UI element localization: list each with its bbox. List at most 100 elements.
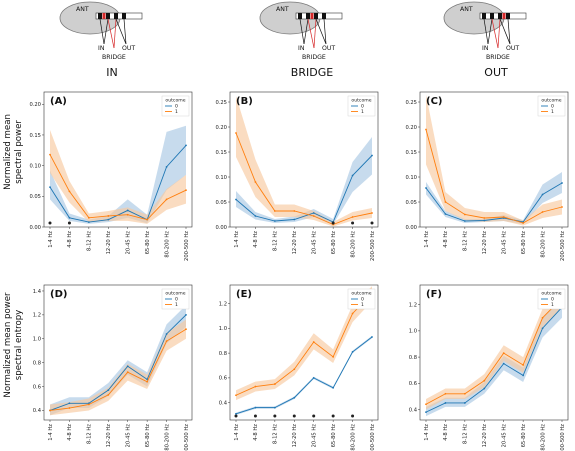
- wire: [483, 18, 489, 45]
- x-tick-label: 1-4 Hz: [48, 424, 54, 441]
- data-point: [235, 394, 237, 397]
- x-tick-label: 65-80 Hz: [331, 231, 337, 255]
- data-point: [68, 190, 71, 193]
- panel-label: (E): [236, 289, 252, 300]
- series-line-1: [425, 129, 563, 224]
- x-tick-label: 4-8 Hz: [443, 424, 449, 441]
- ant-label: ANT: [460, 6, 473, 13]
- y-tick-label: 1.2: [409, 302, 417, 308]
- data-point: [332, 355, 335, 358]
- x-tick-label: 4-8 Hz: [67, 424, 73, 441]
- legend-label-1: 1: [361, 302, 364, 308]
- y-tick-label: 0.00: [29, 225, 41, 231]
- x-tick-label: 80-200 Hz: [540, 231, 546, 258]
- data-point: [312, 215, 315, 217]
- data-point: [561, 206, 563, 208]
- data-point: [293, 396, 296, 399]
- row-label-entropy: Normalized mean power spectral entropy: [3, 292, 24, 398]
- wire: [99, 18, 105, 45]
- legend-label-0: 0: [551, 297, 554, 303]
- legend-title: outcome: [541, 291, 561, 297]
- electrode-contact: [322, 13, 326, 19]
- series-line-0: [235, 336, 373, 415]
- x-tick-label: 8-12 Hz: [463, 424, 469, 444]
- x-tick-label: 8-12 Hz: [87, 231, 93, 251]
- data-point: [522, 222, 525, 224]
- data-point: [87, 216, 90, 219]
- electrode-contact: [106, 13, 110, 19]
- significance-marker: [331, 221, 335, 225]
- bridge-label: BRIDGE: [102, 54, 126, 61]
- y-tick-label: 0.10: [215, 175, 227, 181]
- data-point: [444, 201, 447, 203]
- data-point: [273, 220, 276, 222]
- diagram-1: ANT IN OUT BRIDGE: [59, 1, 143, 61]
- data-point: [463, 402, 466, 404]
- data-point: [273, 210, 276, 212]
- data-point: [425, 403, 427, 406]
- panel-label: (C): [426, 96, 442, 107]
- x-tick-label: 12-20 Hz: [292, 231, 298, 255]
- wire: [123, 18, 127, 45]
- y-tick-label: 0.25: [215, 100, 227, 106]
- data-point: [522, 374, 525, 377]
- in-label: IN: [98, 45, 105, 52]
- x-tick-label: 200-500 Hz: [184, 424, 190, 451]
- y-tick-label: 0.6: [219, 376, 227, 382]
- legend-box: [161, 288, 190, 310]
- y-tick-label: 0.10: [29, 163, 41, 169]
- data-point: [483, 217, 486, 219]
- x-tick-label: 12-20 Hz: [482, 231, 488, 255]
- y-tick-label: 0.6: [409, 381, 417, 387]
- column-title-out: OUT: [484, 66, 508, 79]
- electrode-contact: [498, 13, 502, 19]
- data-point: [351, 350, 354, 353]
- data-point: [293, 368, 296, 371]
- panels: 0.00 0.05 0.10 0.15 0.20 1-4 Hz 4-8 Hz 8-12 Hz 1…: [29, 91, 569, 451]
- confidence-band-0: [426, 296, 562, 417]
- x-tick-label: 1-4 Hz: [234, 424, 240, 441]
- series-line-1: [49, 154, 187, 221]
- y-tick-label: 0.00: [405, 225, 417, 231]
- row-label-power-line1: Normalized mean: [3, 114, 13, 190]
- significance-marker: [351, 414, 355, 418]
- data-point: [312, 341, 315, 343]
- out-label: OUT: [322, 45, 335, 52]
- data-point: [165, 165, 168, 168]
- x-tick-label: 20-45 Hz: [126, 424, 132, 448]
- series-line-0: [235, 155, 373, 223]
- y-tick-label: 0.6: [33, 384, 41, 390]
- x-tick-label: 1-4 Hz: [234, 231, 240, 248]
- panel-c: 0.00 0.05 0.10 0.15 0.20 0.25 1-4 Hz 4-8 Hz 8-12…: [405, 91, 569, 261]
- data-point: [425, 187, 427, 189]
- x-tick-label: 20-45 Hz: [312, 424, 318, 448]
- electrode-diagrams: ANT IN OUT BRIDGE ANT IN OUT BRIDGE ANT IN OUT BRID…: [59, 1, 527, 61]
- plot-frame: [43, 91, 193, 228]
- x-tick-label: 200-500 Hz: [370, 231, 376, 261]
- data-point: [146, 380, 149, 383]
- data-point: [185, 328, 187, 331]
- legend-label-1: 1: [551, 109, 554, 115]
- data-point: [425, 128, 427, 131]
- data-point: [126, 213, 129, 216]
- data-point: [332, 386, 335, 389]
- significance-marker: [48, 221, 52, 225]
- highlight-contact: [310, 13, 314, 19]
- panel-label: (F): [426, 289, 442, 300]
- data-point: [351, 174, 354, 177]
- in-label: IN: [482, 45, 489, 52]
- y-tick-label: 0.05: [405, 200, 417, 206]
- data-point: [351, 312, 354, 315]
- y-tick-label: 0.20: [29, 102, 41, 108]
- x-tick-label: 80-200 Hz: [164, 231, 170, 258]
- out-label: OUT: [506, 45, 519, 52]
- confidence-band-0: [50, 125, 186, 224]
- plot-frame: [419, 284, 569, 421]
- data-point: [483, 379, 486, 382]
- wire: [315, 18, 327, 45]
- data-point: [185, 189, 187, 192]
- highlight-contact: [502, 13, 506, 19]
- data-point: [371, 212, 373, 214]
